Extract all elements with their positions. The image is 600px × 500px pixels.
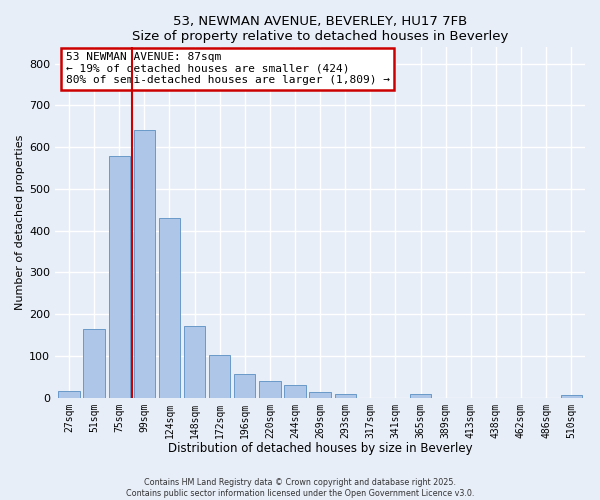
- Text: 53 NEWMAN AVENUE: 87sqm
← 19% of detached houses are smaller (424)
80% of semi-d: 53 NEWMAN AVENUE: 87sqm ← 19% of detache…: [66, 52, 390, 86]
- Bar: [284, 385, 305, 398]
- Text: Contains HM Land Registry data © Crown copyright and database right 2025.
Contai: Contains HM Land Registry data © Crown c…: [126, 478, 474, 498]
- Bar: [184, 326, 205, 398]
- Bar: [335, 394, 356, 398]
- Bar: [234, 374, 256, 398]
- Bar: [58, 390, 80, 398]
- Bar: [109, 156, 130, 398]
- Title: 53, NEWMAN AVENUE, BEVERLEY, HU17 7FB
Size of property relative to detached hous: 53, NEWMAN AVENUE, BEVERLEY, HU17 7FB Si…: [132, 15, 508, 43]
- Bar: [159, 218, 180, 398]
- Bar: [209, 354, 230, 398]
- Bar: [410, 394, 431, 398]
- Y-axis label: Number of detached properties: Number of detached properties: [15, 134, 25, 310]
- Bar: [259, 381, 281, 398]
- Bar: [310, 392, 331, 398]
- X-axis label: Distribution of detached houses by size in Beverley: Distribution of detached houses by size …: [168, 442, 472, 455]
- Bar: [560, 395, 582, 398]
- Bar: [134, 130, 155, 398]
- Bar: [83, 329, 105, 398]
